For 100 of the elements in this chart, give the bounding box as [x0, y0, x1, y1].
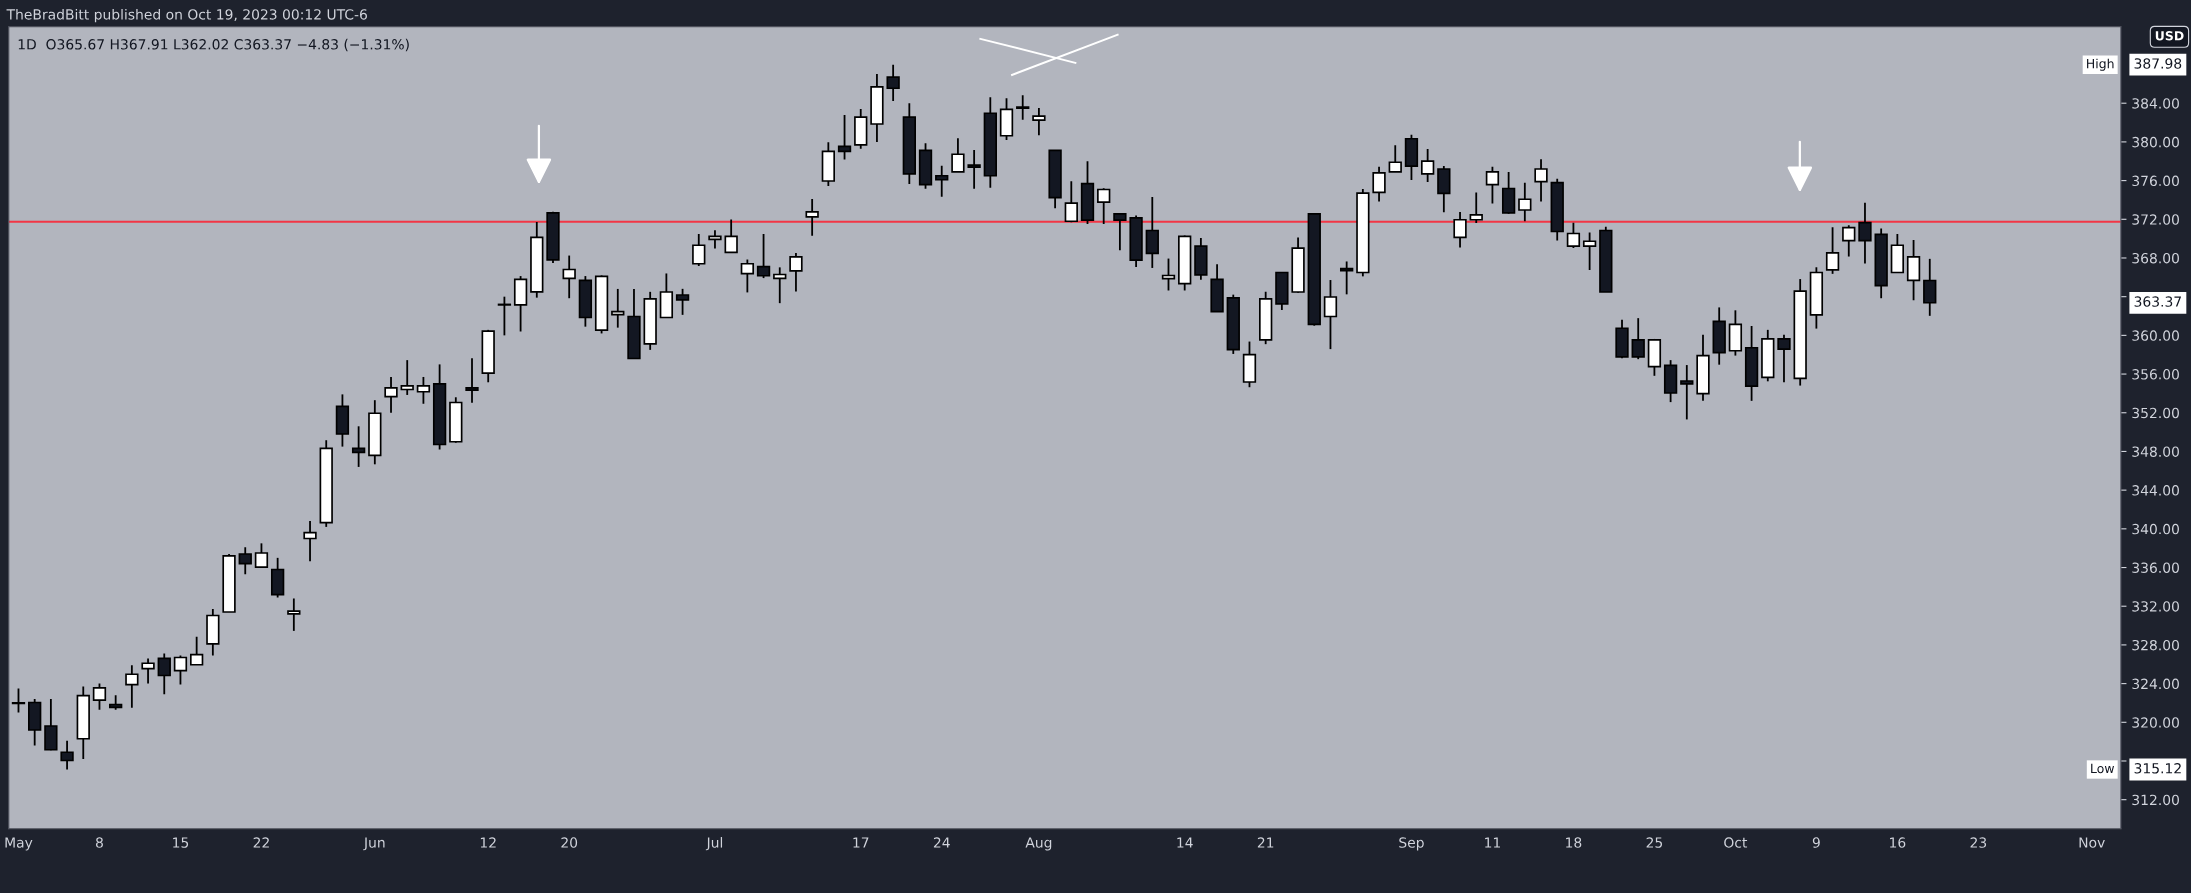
- y-tick-label: 384.00: [2132, 98, 2179, 109]
- candlestick: [189, 635, 204, 666]
- candlestick: [1469, 191, 1483, 224]
- y-tick-label: 376.00: [2132, 175, 2179, 187]
- candlestick: [1323, 279, 1338, 351]
- x-tick-label: 14: [1177, 837, 1193, 848]
- candlestick: [141, 657, 155, 685]
- x-tick-label: 21: [1257, 837, 1274, 848]
- candlestick: [1145, 196, 1159, 269]
- candlestick: [465, 357, 479, 404]
- candlestick: [611, 288, 625, 329]
- candlestick: [1858, 201, 1872, 265]
- candlestick: [1161, 257, 1176, 292]
- x-tick-label: 20: [561, 837, 578, 848]
- candlestick: [935, 164, 949, 198]
- candlestick: [92, 682, 107, 711]
- candlestick: [1518, 181, 1532, 223]
- candlestick: [254, 542, 269, 568]
- annotation: High: [2087, 58, 2114, 71]
- candlestick: [708, 229, 722, 250]
- y-tick-label: 360.00: [2132, 330, 2179, 341]
- x-tick-label: Sep: [1399, 837, 1424, 851]
- x-tick-label: 11: [1485, 837, 1500, 848]
- candlestick: [1680, 364, 1694, 421]
- candlestick: [1582, 231, 1597, 271]
- candlestick: [1372, 165, 1386, 203]
- x-tick-label: 8: [95, 837, 103, 848]
- candlestick: [1534, 158, 1548, 203]
- candlestick: [1032, 107, 1046, 137]
- candlestick: [1388, 144, 1402, 173]
- y-tick-label: 372.00: [2132, 214, 2179, 225]
- text: 387.98: [2134, 58, 2182, 69]
- candlestick: [1113, 212, 1127, 252]
- y-tick-label: 336.00: [2132, 562, 2179, 573]
- candlestick: [1842, 224, 1856, 258]
- candlestick: [1825, 226, 1840, 275]
- candlestick: [125, 664, 139, 709]
- candlestick: [1777, 333, 1791, 384]
- text: 315.12: [2134, 763, 2181, 774]
- candlestick: [1064, 180, 1078, 224]
- y-tick-label: 320.00: [2132, 717, 2179, 728]
- candlestick: [756, 233, 771, 280]
- candlestick: [1420, 148, 1435, 183]
- text: USD: [2155, 31, 2184, 41]
- y-tick-label: 352.00: [2132, 407, 2179, 419]
- y-tick-label: 380.00: [2132, 136, 2179, 148]
- candlestick: [675, 287, 690, 316]
- x-tick-label: May: [5, 837, 33, 851]
- y-tick-label: 348.00: [2132, 446, 2179, 457]
- candlestick: [967, 149, 981, 190]
- candlestick: [238, 546, 252, 576]
- candlestick: [400, 359, 414, 396]
- candlestick: [1631, 317, 1645, 361]
- x-tick-label: 24: [933, 837, 950, 848]
- candlestick: [724, 218, 738, 254]
- x-tick-label: Jul: [705, 837, 723, 851]
- y-tick-label: 332.00: [2132, 601, 2179, 612]
- candlestick: [805, 198, 819, 237]
- annotation: Low: [2091, 763, 2115, 774]
- text: 363.37: [2134, 296, 2181, 307]
- x-tick-label: 15: [173, 837, 189, 848]
- candlestick: [416, 376, 431, 405]
- candlestick: [773, 266, 787, 305]
- x-tick-label: 23: [1970, 837, 1987, 848]
- candlestick: [1566, 221, 1581, 250]
- candlestick: [1923, 257, 1937, 317]
- x-tick-label: Oct: [1724, 837, 1748, 848]
- candlestick: [789, 252, 803, 293]
- candlestick: [497, 295, 512, 337]
- candlestick: [287, 597, 301, 632]
- x-tick-label: 17: [853, 837, 869, 848]
- candlestick: [562, 254, 576, 300]
- x-tick-label: 18: [1566, 837, 1582, 848]
- y-tick-label: 356.00: [2132, 369, 2179, 380]
- x-tick-label: Aug: [1025, 837, 1052, 851]
- y-tick-label: 340.00: [2132, 523, 2179, 535]
- x-tick-label: 12: [480, 837, 496, 848]
- y-tick-label: 324.00: [2132, 678, 2179, 690]
- candlestick: [60, 739, 74, 771]
- candlestick: [1016, 94, 1030, 121]
- candlestick: [740, 258, 755, 294]
- candlestick: [1097, 187, 1111, 226]
- x-tick-label: 22: [253, 837, 269, 848]
- candlestick: [951, 137, 965, 173]
- y-tick-label: 312.00: [2132, 794, 2179, 806]
- candlestick: [1485, 165, 1500, 205]
- candlestick: [11, 687, 26, 714]
- x-tick-label: 16: [1890, 837, 1906, 848]
- candlestick: [886, 63, 900, 102]
- candlestick: [173, 654, 188, 686]
- candlestick: [1453, 211, 1467, 249]
- x-tick-label: Nov: [2079, 837, 2105, 848]
- x-tick-label: 25: [1646, 837, 1663, 848]
- y-tick-label: 344.00: [2132, 485, 2179, 496]
- candlestick: [837, 114, 852, 161]
- text: 1D O365.67 H367.91 L362.02 C363.37 −4.83 (−1.31%): [18, 38, 409, 52]
- candlestick: [1906, 239, 1921, 302]
- x-tick-label: Jun: [363, 837, 385, 851]
- y-tick-label: 328.00: [2132, 639, 2179, 651]
- chart-title: TheBradBitt published on Oct 19, 2023 00:12 UTC-6: [6, 8, 367, 23]
